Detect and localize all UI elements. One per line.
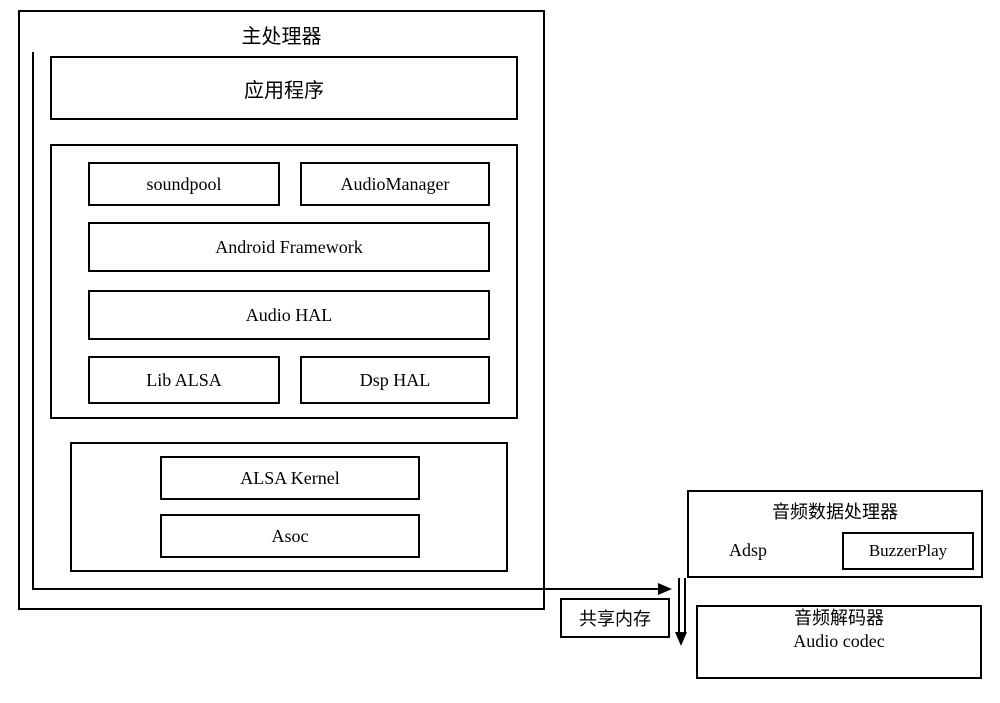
shared-memory-label: 共享内存 [579, 605, 651, 631]
audio-hal-label: Audio HAL [246, 305, 333, 326]
soundpool-box: soundpool [88, 162, 280, 206]
dsp-hal-box: Dsp HAL [300, 356, 490, 404]
adsp-to-codec-arrow-1 [678, 578, 680, 634]
app-label: 应用程序 [244, 74, 324, 103]
framework-label: Android Framework [215, 237, 362, 258]
audio-decoder-subtitle: Audio codec [698, 630, 980, 653]
audiomanager-label: AudioManager [341, 174, 450, 195]
lib-alsa-label: Lib ALSA [146, 370, 222, 391]
audio-processor-title: 音频数据处理器 [689, 498, 981, 524]
flow-arrow-vertical [32, 52, 34, 588]
adsp-to-codec-arrow-2 [684, 578, 686, 634]
lib-alsa-box: Lib ALSA [88, 356, 280, 404]
dsp-hal-label: Dsp HAL [360, 370, 431, 391]
framework-box: Android Framework [88, 222, 490, 272]
alsa-kernel-box: ALSA Kernel [160, 456, 420, 500]
audio-processor-subtitle: Adsp [729, 540, 767, 561]
buzzerplay-box: BuzzerPlay [842, 532, 974, 570]
buzzerplay-label: BuzzerPlay [869, 541, 947, 561]
flow-arrow-horizontal [32, 588, 660, 590]
flow-arrow-head-right [658, 583, 672, 595]
audio-decoder-title: 音频解码器 [698, 607, 980, 630]
alsa-kernel-label: ALSA Kernel [240, 468, 339, 489]
shared-memory-box: 共享内存 [560, 598, 670, 638]
adsp-to-codec-arrow-head [675, 632, 687, 646]
app-box: 应用程序 [50, 56, 518, 120]
main-processor-title: 主处理器 [20, 20, 543, 49]
asoc-label: Asoc [272, 526, 309, 547]
soundpool-label: soundpool [146, 174, 221, 195]
audio-hal-box: Audio HAL [88, 290, 490, 340]
asoc-box: Asoc [160, 514, 420, 558]
audio-decoder-box: 音频解码器 Audio codec [696, 605, 982, 679]
audiomanager-box: AudioManager [300, 162, 490, 206]
